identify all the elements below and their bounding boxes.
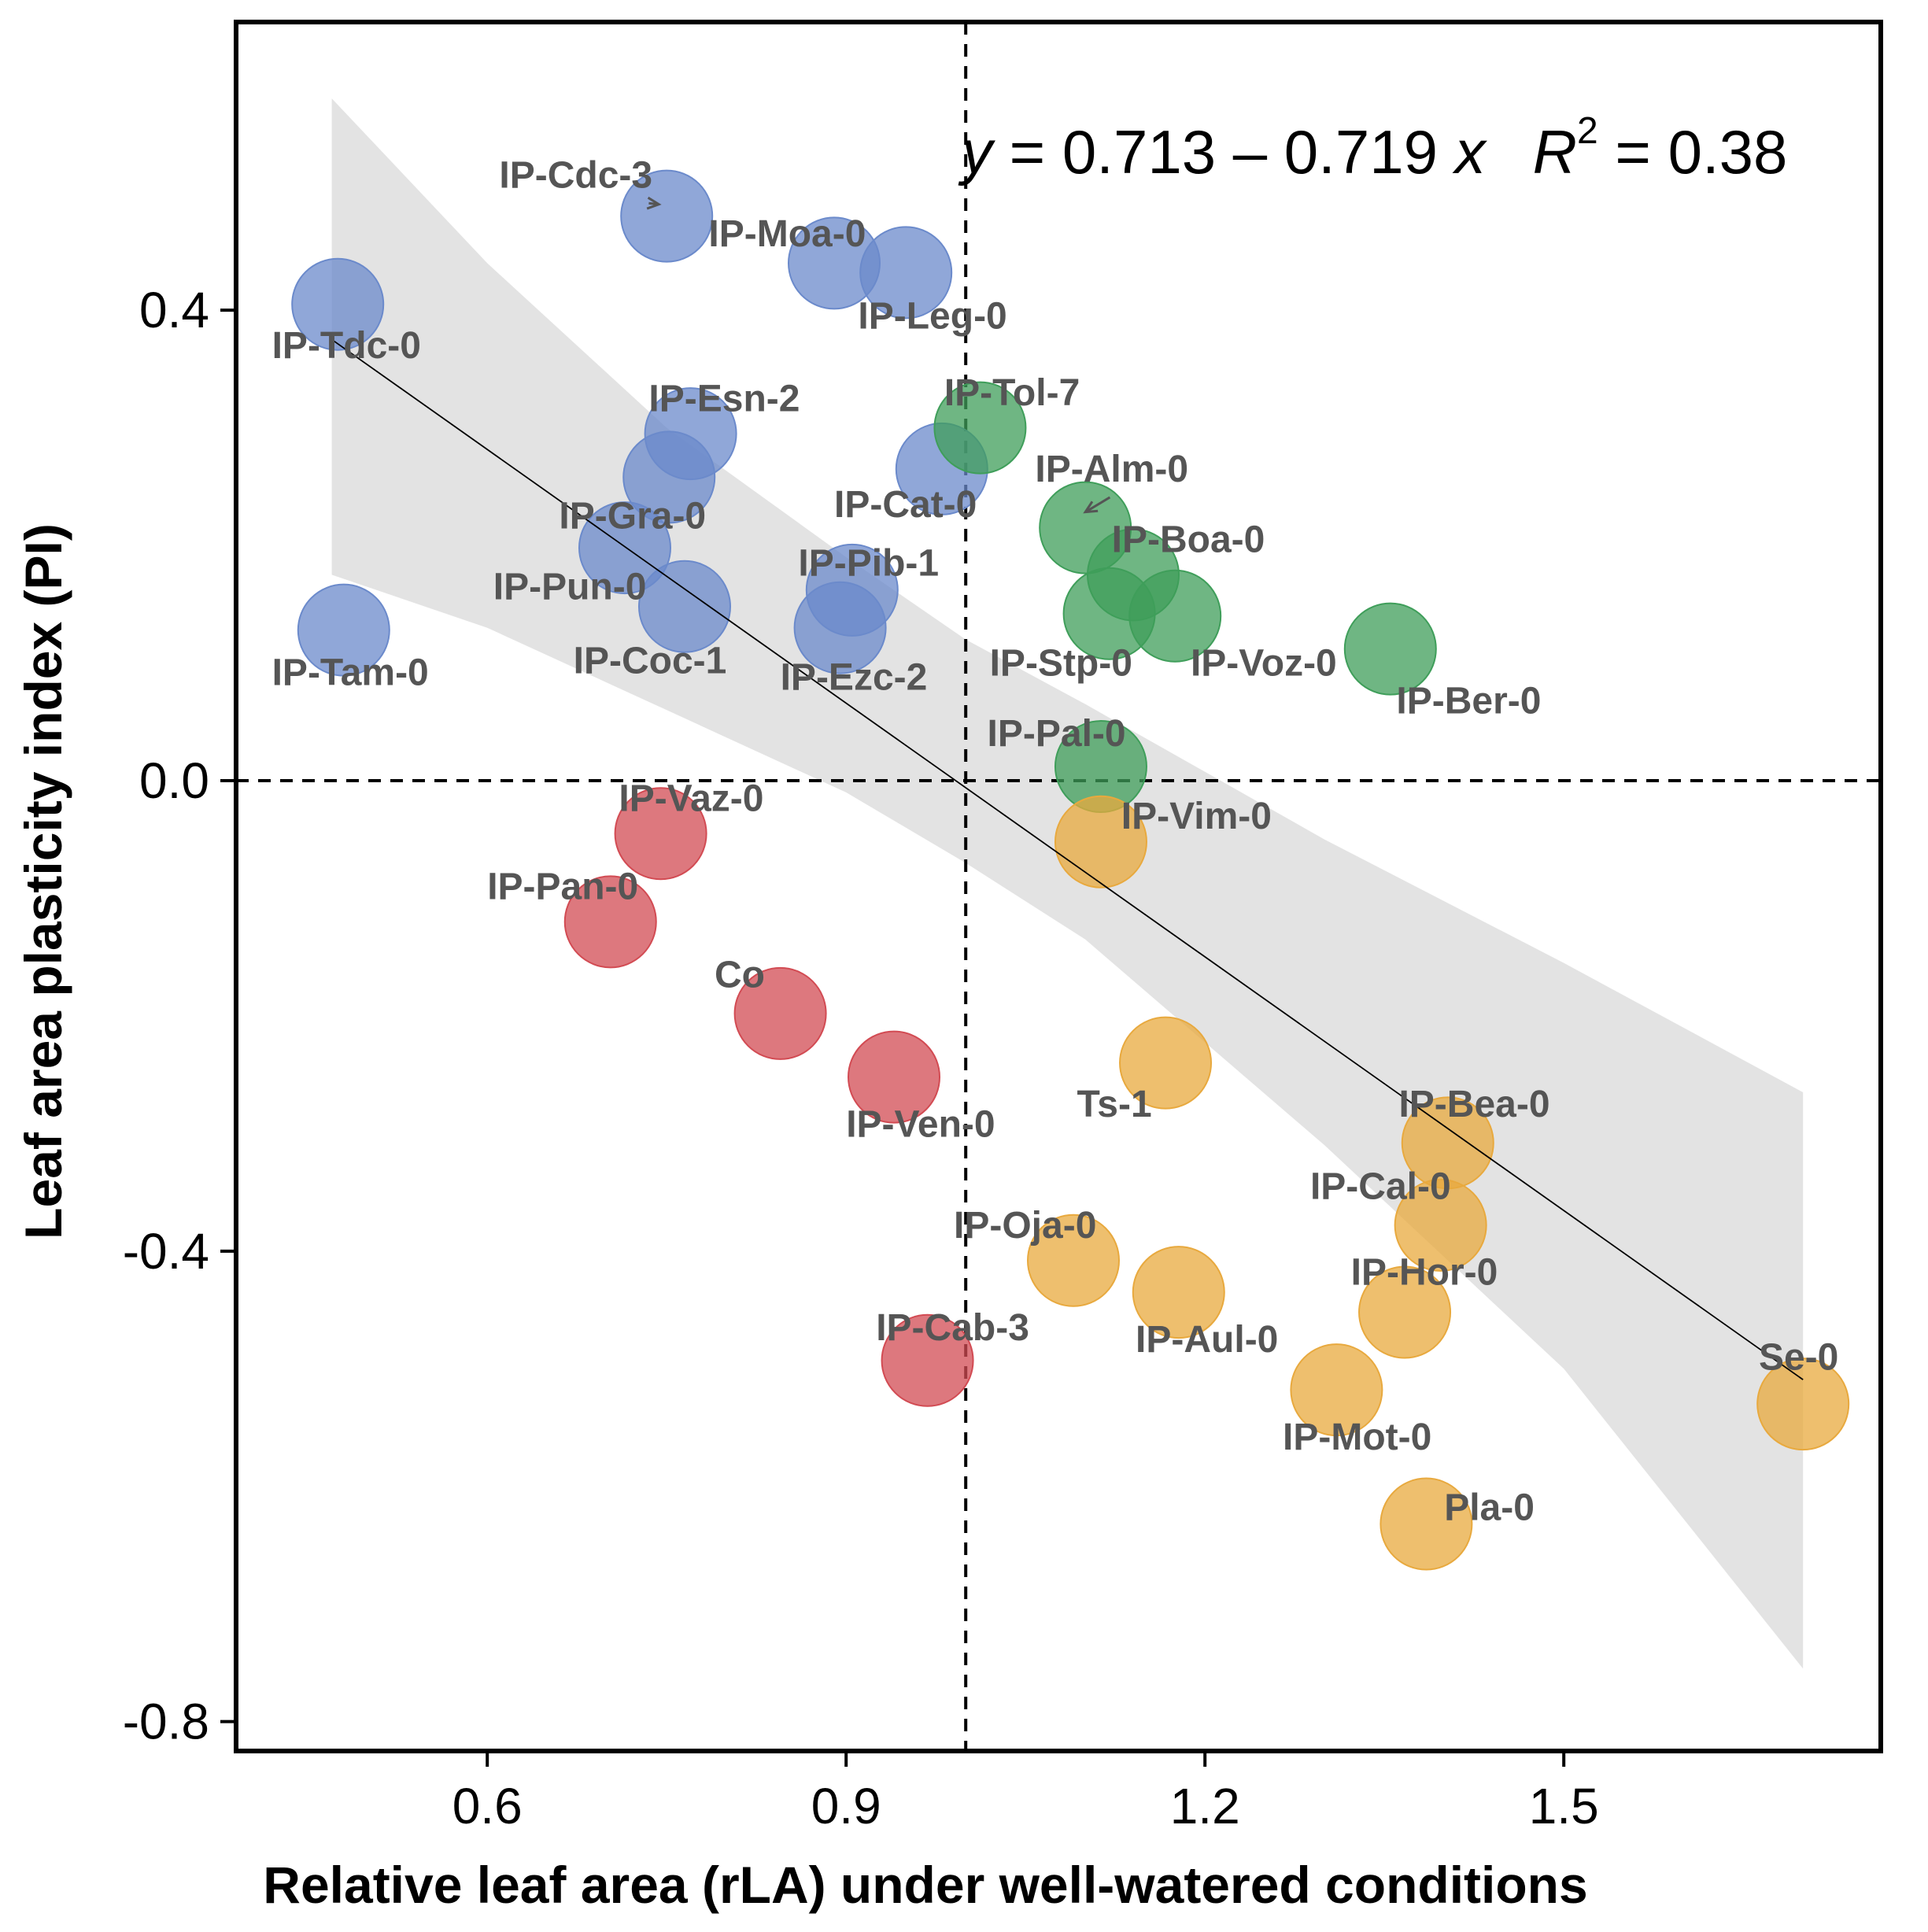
data-point	[1119, 1016, 1213, 1110]
equation-r2-value: = 0.38	[1598, 117, 1788, 187]
equation-body: = 0.713 – 0.719	[992, 117, 1455, 187]
point-label: IP-Pan-0	[487, 866, 638, 908]
point-label: IP-Vim-0	[1121, 796, 1272, 837]
equation-y-var: y	[958, 117, 995, 187]
equation-r2-exponent: 2	[1577, 110, 1598, 152]
point-label: Co	[715, 955, 765, 996]
point-label: IP-Mot-0	[1283, 1417, 1431, 1458]
point-label: IP-Ber-0	[1396, 680, 1541, 722]
point-label: IP-Voz-0	[1191, 643, 1337, 685]
data-point	[1343, 602, 1437, 696]
axes-layer: 0.6 0.9 1.2 1.5 0.4 0.0 -0.4 -0.8	[123, 20, 1883, 1834]
point-label: IP-Esn-2	[648, 378, 800, 419]
data-point	[1027, 1214, 1120, 1307]
point-label: IP-Gra-0	[559, 496, 706, 537]
point-label: IP-Cdc-3	[499, 154, 652, 196]
data-point	[793, 581, 887, 674]
data-point	[297, 583, 390, 677]
data-point	[614, 787, 707, 881]
data-point	[933, 381, 1027, 475]
data-point	[859, 226, 953, 320]
point-label: IP-Pal-0	[988, 713, 1126, 755]
x-axis-title: Relative leaf area (rLA) under well-wate…	[263, 1856, 1587, 1914]
point-label: IP-Boa-0	[1112, 519, 1265, 561]
data-point	[638, 560, 731, 653]
y-tick-label: -0.8	[123, 1694, 209, 1750]
data-point	[620, 169, 714, 263]
points-layer	[291, 169, 1850, 1571]
point-label: IP-Cat-0	[834, 484, 977, 526]
point-label: IP-Hor-0	[1351, 1252, 1498, 1294]
point-labels-layer: IP-Tdc-0 IP-Cdc-3 IP-Moa-0 IP-Leg-0 IP-Esn-2…	[272, 154, 1839, 1528]
label-arrow	[1084, 496, 1111, 513]
data-point	[848, 1030, 940, 1124]
label-arrowhead	[646, 196, 662, 210]
point-label: Se-0	[1759, 1336, 1838, 1378]
point-label: Ts-1	[1077, 1084, 1152, 1125]
data-point	[1132, 1246, 1225, 1339]
data-point	[1290, 1343, 1383, 1437]
point-label: IP-Pib-1	[798, 542, 939, 584]
y-tick-label: -0.4	[123, 1223, 209, 1280]
point-label: IP-Leg-0	[858, 296, 1006, 338]
equation-x-var: x	[1452, 117, 1488, 187]
data-point	[1358, 1265, 1452, 1359]
equation-r2-var: R	[1533, 117, 1577, 187]
point-label: IP-Oja-0	[954, 1205, 1096, 1247]
data-point	[1380, 1477, 1473, 1571]
point-label: IP-Ven-0	[846, 1103, 995, 1145]
point-label: IP-Tol-7	[944, 372, 1080, 414]
data-point	[622, 430, 716, 524]
regression-line-layer	[331, 338, 1804, 1380]
label-arrowhead	[1083, 501, 1099, 514]
point-label: IP-Pun-0	[493, 566, 647, 608]
point-label: Pla-0	[1444, 1487, 1535, 1529]
data-point	[1054, 795, 1147, 888]
point-label: IP-Vaz-0	[619, 778, 763, 819]
point-label: IP-Aul-0	[1136, 1319, 1278, 1361]
point-label: IP-Bea-0	[1398, 1084, 1549, 1125]
data-point	[1128, 569, 1222, 663]
plot-frame	[234, 20, 1883, 1753]
regression-equation: y = 0.713 – 0.719 x R2 = 0.38	[958, 110, 1787, 187]
point-label: IP-Moa-0	[708, 213, 866, 255]
data-point	[563, 875, 657, 969]
x-tick-label: 1.5	[1529, 1778, 1599, 1834]
x-tick-label: 1.2	[1170, 1778, 1240, 1834]
data-point	[1394, 1178, 1487, 1272]
data-point	[578, 501, 671, 595]
point-label: IP-Tam-0	[272, 652, 429, 693]
x-tick-label: 0.6	[452, 1778, 523, 1834]
y-tick-label: 0.0	[139, 752, 209, 809]
point-label: IP-Ezc-2	[781, 656, 928, 698]
data-point	[733, 966, 827, 1060]
regression-line	[331, 338, 1804, 1380]
point-label: IP-Tdc-0	[272, 325, 421, 367]
data-point	[1756, 1358, 1850, 1451]
point-label: IP-Coc-1	[574, 641, 727, 682]
x-tick-label: 0.9	[811, 1778, 881, 1834]
y-tick-label: 0.4	[139, 282, 209, 338]
point-label: IP-Alm-0	[1035, 449, 1188, 490]
point-label: IP-Cal-0	[1310, 1166, 1451, 1208]
point-label: IP-Cab-3	[876, 1307, 1029, 1349]
data-point	[291, 257, 385, 351]
y-axis-title: Leaf area plasticity index (PI)	[14, 523, 72, 1239]
data-point	[881, 1313, 974, 1407]
point-label: IP-Stp-0	[990, 643, 1132, 685]
